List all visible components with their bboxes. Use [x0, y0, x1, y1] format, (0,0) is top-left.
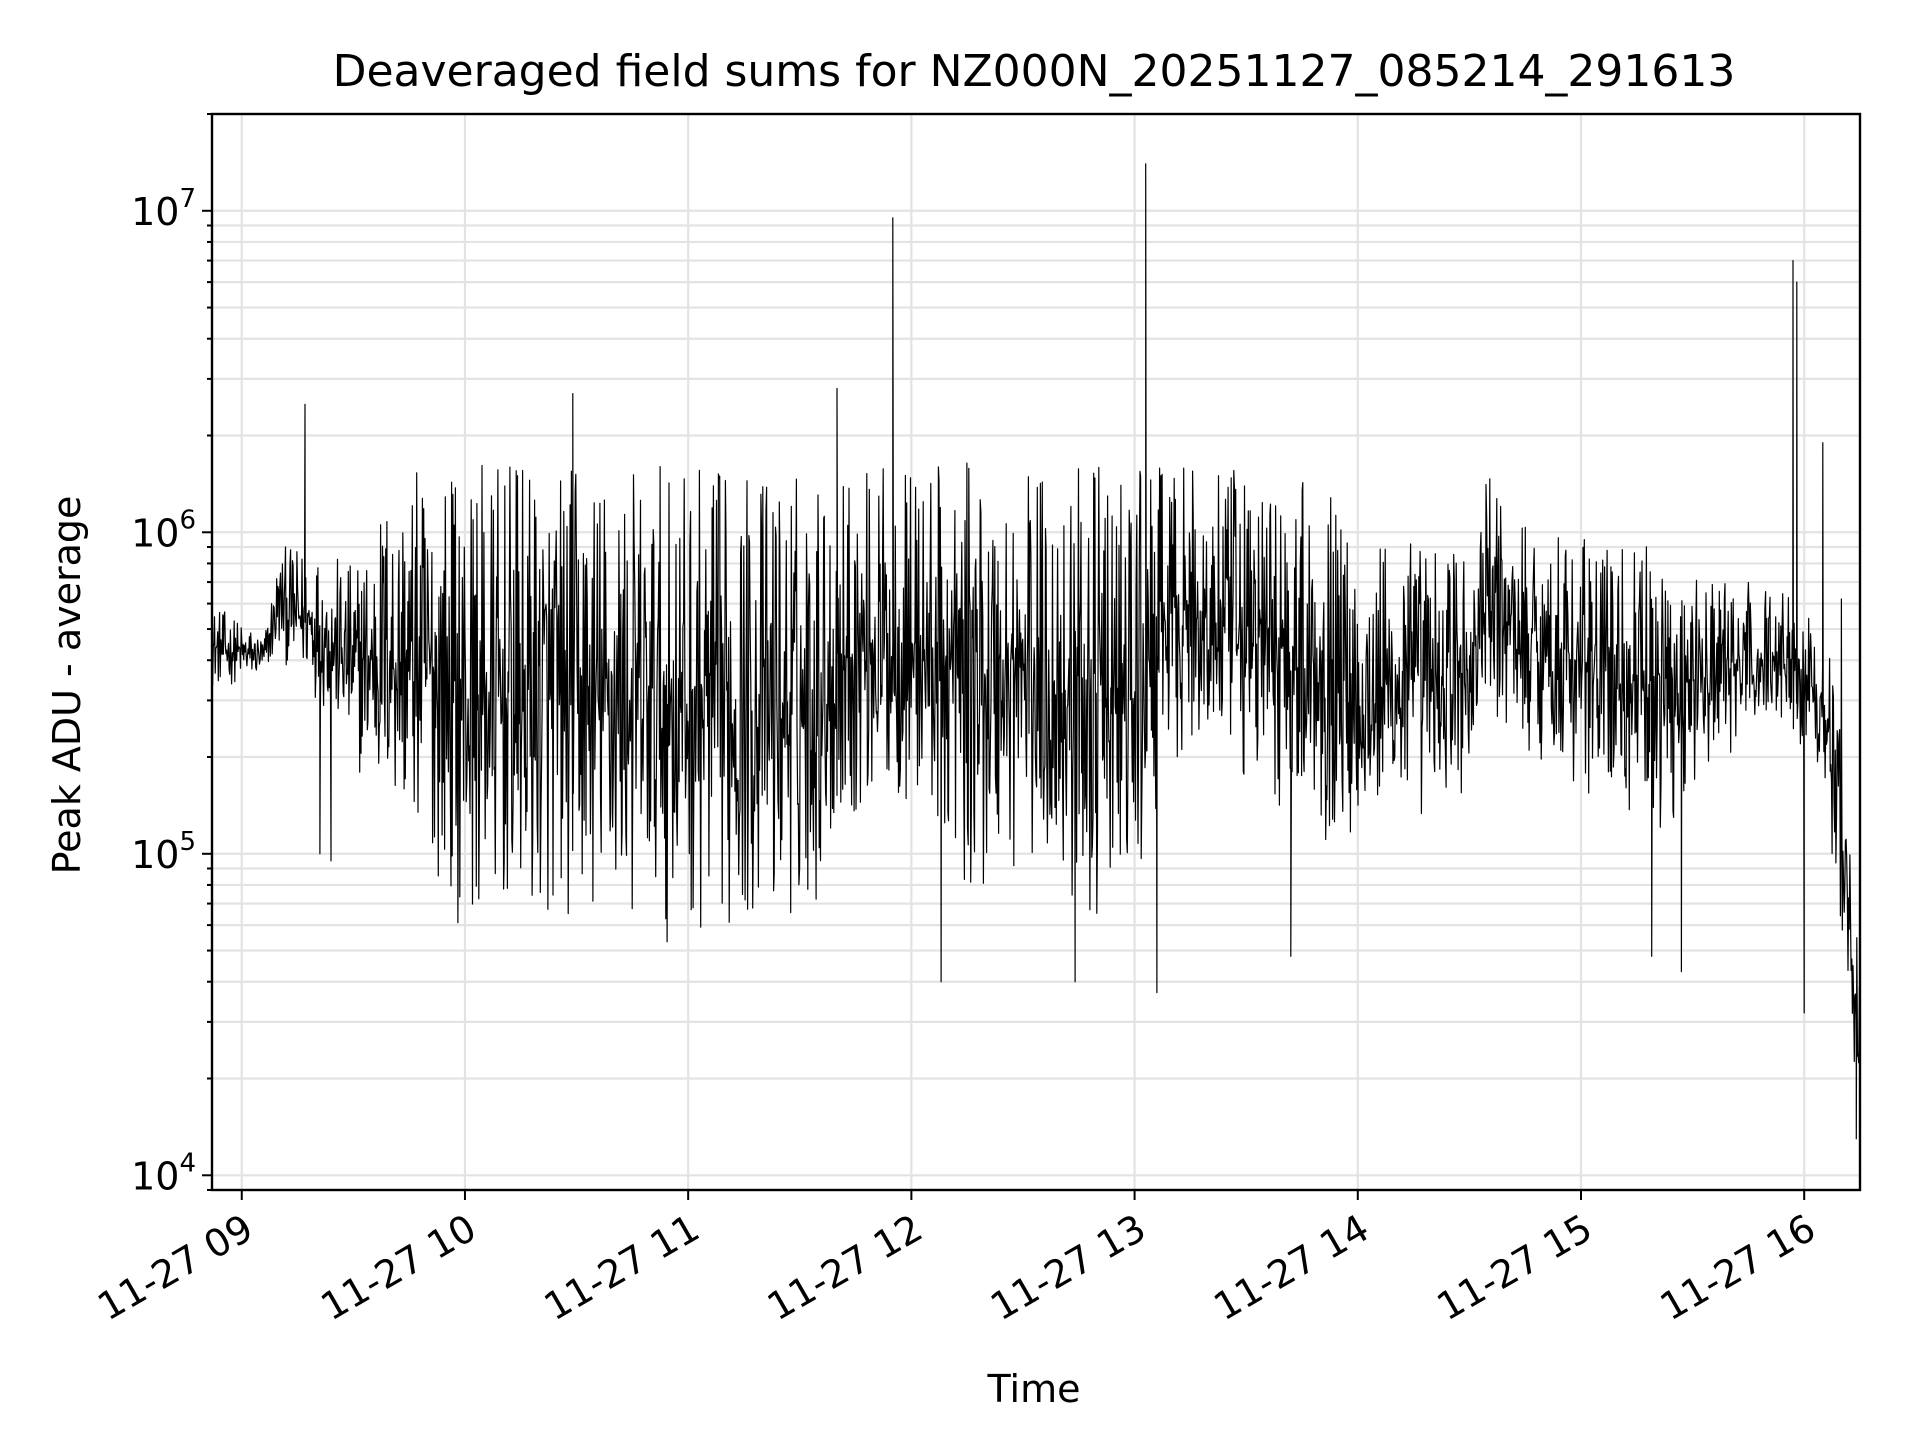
series-line	[211, 163, 1861, 1140]
x-axis-label: Time	[987, 1367, 1081, 1411]
y-tick-label: 104	[131, 1148, 196, 1198]
chart-title: Deaveraged field sums for NZ000N_2025112…	[333, 46, 1736, 97]
y-axis: 104 105 106 107	[131, 113, 212, 1198]
x-tick-label: 11-27 09	[90, 1206, 260, 1330]
y-axis-label: Peak ADU - average	[45, 496, 89, 875]
x-axis: 11-27 09 11-27 10 11-27 11 11-27 12 11-27 13…	[90, 1190, 1823, 1330]
y-tick-label: 106	[131, 505, 196, 555]
x-tick-label: 11-27 13	[983, 1206, 1153, 1330]
plot-frame	[210, 112, 1862, 1192]
x-tick-label: 11-27 16	[1653, 1206, 1823, 1330]
x-tick-label: 11-27 10	[313, 1206, 483, 1330]
y-tick-label: 105	[131, 827, 196, 877]
x-tick-label: 11-27 12	[760, 1206, 930, 1330]
x-tick-label: 11-27 11	[537, 1206, 707, 1330]
x-tick-label: 11-27 14	[1206, 1206, 1376, 1330]
plot-area	[211, 163, 1861, 1140]
x-tick-label: 11-27 15	[1430, 1206, 1600, 1330]
y-tick-label: 107	[131, 184, 196, 234]
